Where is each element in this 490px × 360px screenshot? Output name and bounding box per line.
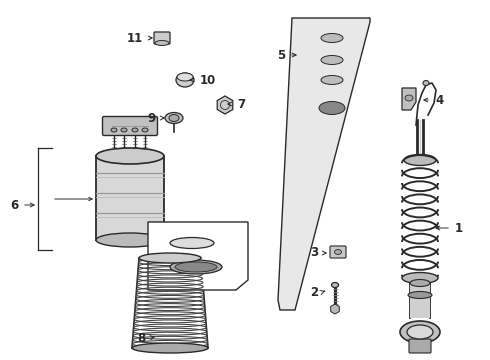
Ellipse shape (170, 260, 222, 274)
Ellipse shape (423, 81, 429, 86)
Ellipse shape (408, 292, 432, 298)
Ellipse shape (335, 249, 342, 255)
Text: 6: 6 (10, 198, 18, 212)
FancyBboxPatch shape (409, 339, 431, 353)
Ellipse shape (176, 73, 194, 87)
Text: 4: 4 (435, 94, 443, 107)
Ellipse shape (332, 283, 339, 288)
Ellipse shape (400, 321, 440, 343)
Text: 10: 10 (200, 73, 216, 86)
Ellipse shape (170, 238, 214, 248)
Polygon shape (96, 156, 164, 240)
Ellipse shape (155, 41, 169, 45)
Ellipse shape (321, 55, 343, 64)
Text: 9: 9 (148, 112, 156, 125)
FancyBboxPatch shape (330, 246, 346, 258)
Ellipse shape (121, 128, 127, 132)
Ellipse shape (111, 128, 117, 132)
Ellipse shape (165, 112, 183, 123)
Ellipse shape (177, 73, 193, 81)
Ellipse shape (321, 33, 343, 42)
Ellipse shape (410, 279, 430, 287)
Text: 7: 7 (237, 98, 245, 111)
Ellipse shape (132, 343, 208, 353)
Text: 11: 11 (127, 32, 143, 45)
Polygon shape (410, 283, 430, 318)
Polygon shape (402, 88, 416, 110)
Polygon shape (148, 222, 248, 290)
Text: 8: 8 (137, 332, 145, 345)
FancyBboxPatch shape (154, 32, 170, 44)
Text: 3: 3 (310, 247, 318, 260)
Ellipse shape (405, 95, 413, 101)
Ellipse shape (321, 76, 343, 85)
Text: 5: 5 (277, 49, 285, 62)
FancyBboxPatch shape (102, 117, 157, 135)
Ellipse shape (96, 148, 164, 164)
Text: 2: 2 (310, 285, 318, 298)
Ellipse shape (142, 128, 148, 132)
Ellipse shape (175, 262, 217, 272)
Ellipse shape (169, 114, 179, 122)
Ellipse shape (139, 253, 201, 263)
Text: 1: 1 (455, 221, 463, 234)
Ellipse shape (319, 102, 345, 114)
Ellipse shape (402, 273, 438, 284)
Ellipse shape (132, 128, 138, 132)
Polygon shape (278, 18, 370, 310)
Ellipse shape (404, 154, 436, 166)
Ellipse shape (96, 233, 164, 247)
Ellipse shape (407, 325, 433, 339)
